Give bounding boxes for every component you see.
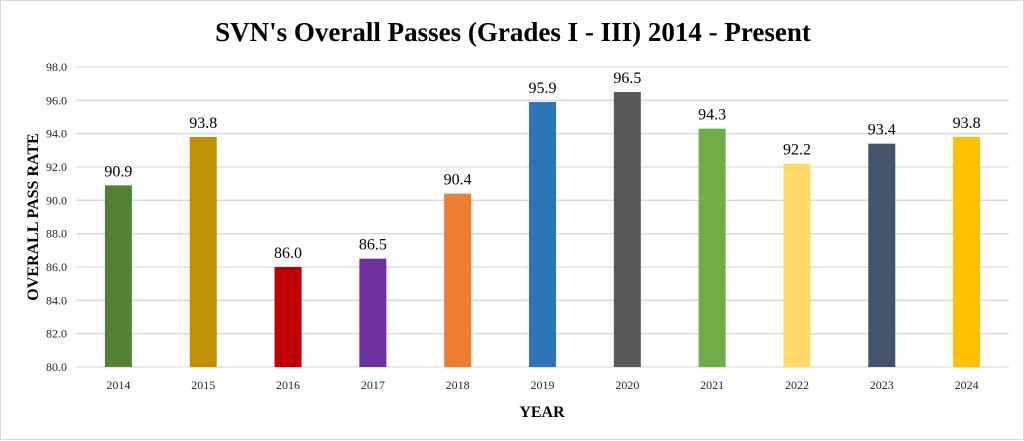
data-label-2015: 93.8 bbox=[189, 115, 217, 132]
bar-2016 bbox=[274, 267, 302, 367]
bar-2021 bbox=[698, 128, 726, 367]
bar-2017 bbox=[359, 258, 387, 367]
y-tick-label: 96.0 bbox=[46, 93, 67, 107]
y-tick-label: 90.0 bbox=[46, 193, 67, 207]
y-tick-label: 82.0 bbox=[46, 327, 67, 341]
bar-2018 bbox=[444, 193, 472, 367]
y-tick-label: 94.0 bbox=[46, 127, 67, 141]
y-axis-ticks: 80.0 82.0 84.0 86.0 88.0 90.0 92.0 94.0 96.0 98.0 bbox=[46, 60, 67, 374]
x-tick-label: 2015 bbox=[191, 378, 215, 392]
bar-2014 bbox=[104, 185, 132, 367]
data-label-2017: 86.5 bbox=[359, 237, 387, 254]
bar-2020 bbox=[613, 92, 641, 367]
data-label-2016: 86.0 bbox=[274, 245, 302, 262]
data-label-2018: 90.4 bbox=[444, 172, 472, 189]
data-label-2014: 90.9 bbox=[104, 163, 132, 180]
data-labels: 90.9 93.8 86.0 86.5 90.4 95.9 96.5 94.3 92.2 93.4… bbox=[104, 70, 980, 262]
x-tick-label: 2018 bbox=[446, 378, 470, 392]
y-tick-label: 84.0 bbox=[46, 293, 67, 307]
x-tick-label: 2014 bbox=[106, 378, 130, 392]
x-tick-label: 2021 bbox=[700, 378, 724, 392]
data-label-2024: 93.8 bbox=[953, 115, 981, 132]
x-tick-label: 2023 bbox=[870, 378, 894, 392]
bar-2024 bbox=[953, 137, 981, 367]
data-label-2022: 92.2 bbox=[783, 142, 811, 159]
bars bbox=[104, 92, 981, 367]
y-axis-title: OVERALL PASS RATE bbox=[25, 133, 42, 300]
y-tick-label: 80.0 bbox=[46, 360, 67, 374]
bar-2019 bbox=[529, 102, 556, 367]
y-tick-label: 88.0 bbox=[46, 227, 67, 241]
bar-2015 bbox=[189, 137, 217, 367]
chart-title: SVN's Overall Passes (Grades I - III) 20… bbox=[215, 17, 811, 47]
data-label-2021: 94.3 bbox=[698, 107, 726, 124]
bar-2023 bbox=[868, 143, 896, 367]
x-tick-label: 2017 bbox=[361, 378, 385, 392]
x-axis-ticks: 2014 2015 2016 2017 2018 2019 2020 2021 2022 2023… bbox=[106, 378, 978, 392]
x-tick-label: 2022 bbox=[785, 378, 809, 392]
y-tick-label: 98.0 bbox=[46, 60, 67, 74]
x-tick-label: 2024 bbox=[955, 378, 979, 392]
data-label-2020: 96.5 bbox=[613, 70, 641, 87]
x-tick-label: 2020 bbox=[615, 378, 639, 392]
x-tick-label: 2016 bbox=[276, 378, 300, 392]
y-tick-label: 86.0 bbox=[46, 260, 67, 274]
data-label-2023: 93.4 bbox=[868, 122, 896, 139]
x-tick-label: 2019 bbox=[531, 378, 555, 392]
y-tick-label: 92.0 bbox=[46, 160, 67, 174]
data-label-2019: 95.9 bbox=[529, 80, 557, 97]
x-axis-title: YEAR bbox=[519, 404, 565, 421]
bar-2022 bbox=[783, 163, 811, 367]
